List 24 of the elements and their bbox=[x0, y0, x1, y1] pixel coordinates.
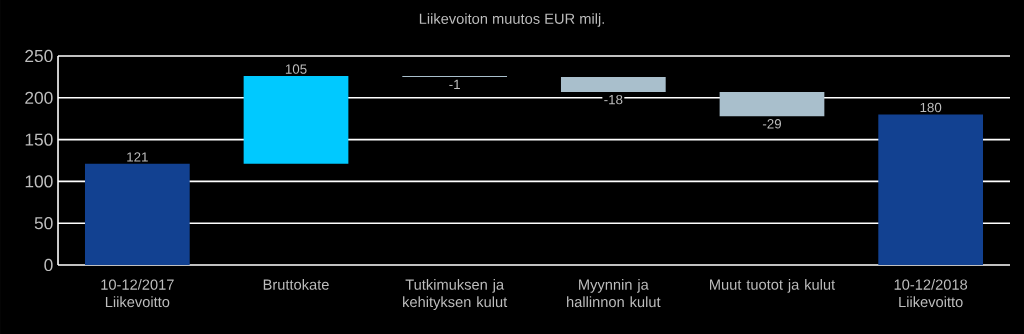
x-tick-label: Muut tuotot ja kulut bbox=[710, 279, 836, 293]
data-label: -1 bbox=[449, 79, 460, 89]
data-label: 105 bbox=[285, 64, 307, 74]
y-tick-label: 250 bbox=[25, 49, 53, 63]
data-label: -18 bbox=[604, 94, 623, 105]
bar bbox=[719, 91, 825, 117]
x-tick-label: Bruttokate bbox=[263, 279, 329, 290]
x-tick-label: 10-12/2017 Liikevoitto bbox=[101, 279, 174, 308]
x-tick-label: 10-12/2018 Liikevoitto bbox=[894, 279, 968, 308]
x-tick-label: Tutkimuksen ja kehityksen kulut bbox=[403, 279, 508, 311]
bar bbox=[878, 114, 984, 265]
bar bbox=[560, 76, 666, 92]
x-tick-label: Myynnin ja hallinnon kulut bbox=[567, 279, 661, 308]
data-label: -29 bbox=[762, 119, 782, 129]
y-tick-label: 0 bbox=[44, 258, 53, 272]
data-label: 121 bbox=[127, 152, 148, 162]
data-label: 180 bbox=[920, 102, 942, 113]
y-tick-label: 150 bbox=[25, 133, 53, 146]
bar bbox=[84, 163, 190, 265]
bar bbox=[243, 76, 349, 164]
y-tick-label: 200 bbox=[25, 91, 53, 104]
y-tick-label: 100 bbox=[25, 175, 53, 188]
y-tick-label: 50 bbox=[34, 217, 53, 230]
chart-title: Liikevoiton muutos EUR milj. bbox=[419, 13, 604, 27]
